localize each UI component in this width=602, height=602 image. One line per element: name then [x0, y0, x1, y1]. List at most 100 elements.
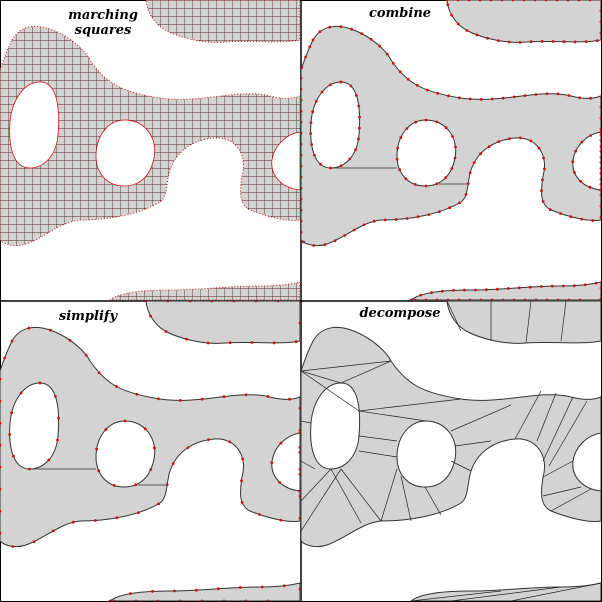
- vertex-dot: [572, 284, 576, 288]
- vertex-dot: [559, 212, 562, 215]
- vertex-dot: [68, 338, 72, 342]
- vertex-dot: [543, 167, 546, 171]
- vertex-dot: [165, 483, 169, 486]
- vertex-dot: [398, 168, 402, 172]
- panel-combine: [301, 0, 601, 300]
- vertex-dot: [238, 586, 242, 589]
- vertex-dot: [27, 326, 31, 330]
- vertex-dot: [282, 584, 286, 588]
- vertex-dot: [391, 61, 395, 65]
- vertex-dot: [166, 301, 170, 303]
- vertex-dot: [195, 588, 198, 592]
- vertex-dot: [441, 289, 444, 293]
- vertex-dot: [312, 244, 316, 247]
- panel-title-combine: combine: [368, 6, 432, 21]
- vertex-dot: [32, 540, 36, 544]
- vertex-dot: [200, 397, 204, 401]
- vertex-dot: [588, 185, 592, 189]
- vertex-dot: [450, 167, 454, 170]
- vertex-dot: [298, 587, 300, 591]
- vertex-dot: [266, 599, 270, 601]
- vertex-dot: [534, 93, 538, 96]
- vertex-dot: [318, 30, 322, 33]
- vertex-dot: [222, 395, 226, 398]
- vertex-dot: [436, 91, 440, 95]
- vertex-dot: [474, 288, 477, 292]
- vertex-dot: [0, 443, 2, 447]
- vertex-dot: [104, 428, 108, 431]
- vertex-dot: [599, 149, 601, 153]
- vertex-dot: [276, 301, 280, 303]
- vertex-dot: [232, 301, 236, 303]
- vertex-dot: [496, 287, 499, 291]
- vertex-dot: [200, 599, 204, 601]
- vertex-dot: [112, 599, 116, 601]
- vertex-dot: [84, 353, 88, 357]
- vertex-dot: [599, 215, 601, 219]
- vertex-dot: [320, 90, 324, 94]
- vertex-dot: [398, 70, 402, 74]
- vertex-dot: [463, 288, 466, 292]
- vertex-dot: [458, 201, 461, 205]
- vertex-dot: [348, 157, 352, 161]
- vertex-dot: [301, 131, 303, 135]
- vertex-dot: [522, 0, 526, 2]
- vertex-dot: [430, 291, 433, 294]
- vertex-dot: [339, 25, 343, 29]
- vertex-dot: [301, 197, 303, 201]
- vertex-dot: [349, 84, 353, 88]
- panel-title-marching-squares: marching squares: [68, 8, 138, 38]
- vertex-dot: [157, 502, 160, 506]
- vertex-dot: [529, 139, 533, 143]
- vertex-dot: [556, 92, 560, 96]
- vertex-dot: [500, 0, 504, 2]
- vertex-dot: [518, 41, 522, 44]
- vertex-dot: [339, 80, 343, 84]
- vertex-dot: [0, 487, 2, 491]
- vertex-dot: [0, 509, 2, 513]
- vertex-dot: [416, 215, 420, 219]
- vertex-dot: [528, 285, 532, 289]
- vertex-dot: [435, 182, 439, 186]
- vertex-dot: [358, 126, 361, 130]
- vertex-dot: [51, 529, 55, 533]
- vertex-dot: [222, 599, 226, 601]
- vertex-dot: [589, 96, 592, 100]
- vertex-dot: [56, 438, 59, 442]
- vertex-dot: [456, 0, 460, 2]
- vertex-dot: [567, 94, 571, 97]
- vertex-dot: [599, 105, 601, 109]
- vertex-dot: [512, 95, 516, 99]
- vertex-dot: [589, 134, 592, 137]
- vertex-dot: [97, 371, 101, 375]
- vertex-dot: [173, 589, 176, 593]
- panel-marching-squares: [0, 0, 300, 300]
- vertex-dot: [339, 164, 343, 168]
- vertex-dot: [396, 146, 399, 150]
- vertex-dot: [328, 25, 332, 29]
- vertex-dot: [409, 298, 413, 300]
- vertex-dot: [544, 0, 548, 2]
- vertex-dot: [424, 118, 428, 122]
- vertex-dot: [151, 590, 154, 593]
- vertex-dot: [301, 164, 303, 168]
- decomposition-lines: [301, 301, 601, 601]
- vertex-dot: [599, 188, 601, 192]
- vertex-dot: [472, 161, 476, 165]
- vertex-dot: [490, 298, 494, 300]
- vertex-dot: [298, 406, 300, 410]
- vertex-dot: [279, 441, 283, 445]
- vertex-dot: [298, 468, 300, 471]
- vertex-dot: [427, 213, 431, 217]
- vertex-dot: [574, 149, 578, 153]
- vertex-dot: [454, 145, 457, 149]
- vertex-dot: [561, 284, 565, 288]
- vertex-dot: [413, 298, 417, 300]
- vertex-dot: [599, 204, 601, 208]
- vertex-dot: [358, 115, 361, 119]
- vertex-dot: [149, 468, 153, 471]
- vertex-dot: [583, 283, 587, 287]
- vertex-dot: [298, 446, 300, 449]
- vertex-dot: [550, 284, 554, 288]
